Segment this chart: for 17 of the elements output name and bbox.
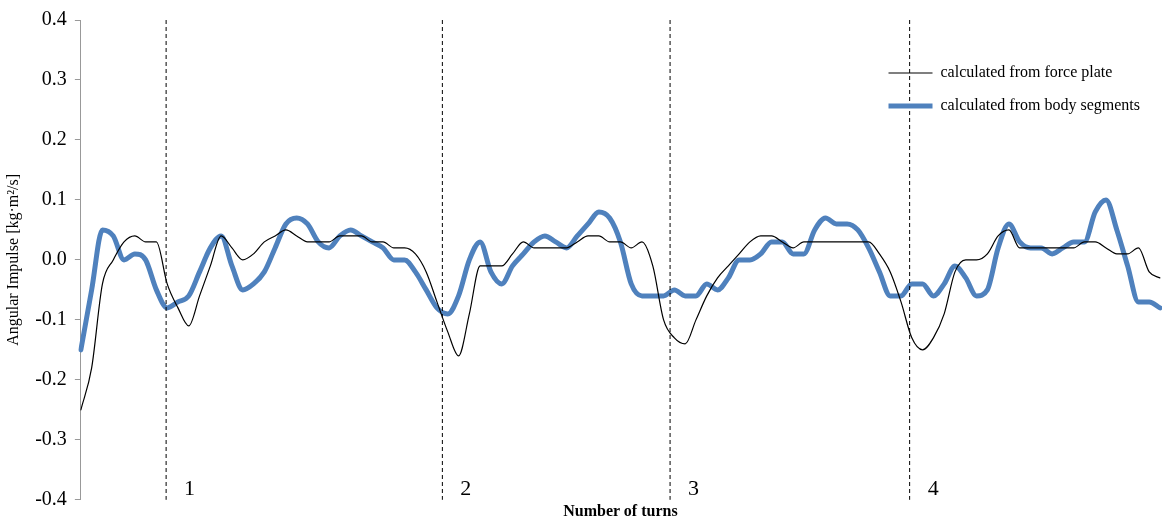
y-tick-label: -0.1 (35, 307, 67, 330)
y-tick-label: 0.3 (41, 67, 67, 90)
y-axis-title: Angular Impulse [kg·m²/s] (3, 173, 22, 346)
annotation: 3 (688, 474, 700, 500)
annotation: 2 (460, 474, 472, 500)
y-tick-label: -0.3 (35, 427, 67, 450)
legend-label: calculated from force plate (940, 63, 1113, 82)
annotation: 4 (927, 474, 939, 500)
y-tick-label: 0.2 (41, 127, 67, 150)
y-tick-label: 0.4 (41, 7, 67, 30)
legend-label: calculated from body segments (940, 96, 1141, 115)
y-tick-label: -0.4 (35, 487, 67, 510)
y-tick-label: 0.0 (41, 247, 67, 270)
annotation: 1 (184, 474, 196, 500)
y-tick-label: -0.2 (35, 367, 67, 390)
y-tick-label: 0.1 (41, 187, 67, 210)
x-axis-title: Number of turns (563, 501, 678, 519)
